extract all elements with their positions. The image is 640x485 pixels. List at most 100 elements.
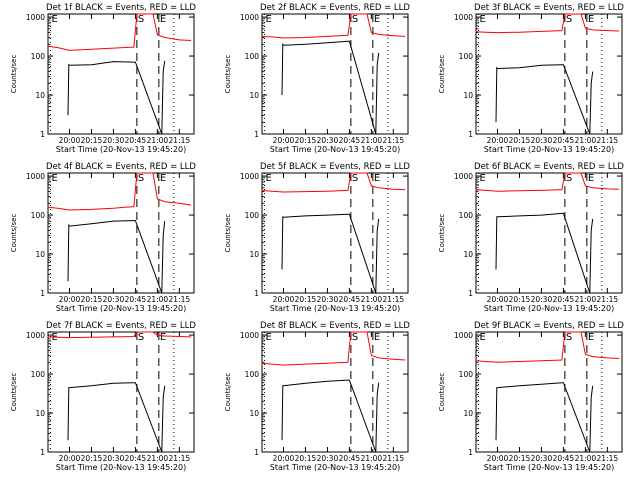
panel-9-y-tick-label-4: 1000 [454, 331, 473, 340]
panel-5-x-axis-label: Start Time (20-Nov-13 19:45:20) [270, 304, 400, 313]
panel-3-plot-frame [475, 13, 623, 135]
panel-8-y-tick-label-1: 1 [254, 448, 259, 457]
panel-2-lld-series-line [261, 13, 406, 39]
panel-5-x-tick-label-6: 21:15 [383, 295, 405, 304]
panel-8-title: Det 8f BLACK = Events, RED = LLD [260, 321, 410, 331]
panel-2-marker-label-2: S [352, 14, 358, 25]
panel-5-x-tick-label-5: 21:00 [361, 295, 383, 304]
panel-3-lld-series-line [475, 13, 620, 34]
panel-3-y-tick-label-3: 100 [459, 52, 474, 61]
panel-8-x-tick-label-6: 21:15 [383, 454, 405, 463]
panel-2-y-axis-label: Counts/sec [224, 55, 232, 94]
panel-8-x-tick-label-5: 21:00 [361, 454, 383, 463]
panel-9-title: Det 9f BLACK = Events, RED = LLD [474, 321, 624, 331]
panel-4-y-tick-label-1: 1 [40, 289, 45, 298]
panel-7-x-tick-label-4: 20:45 [125, 454, 147, 463]
panel-1-y-tick-label-3: 100 [31, 52, 46, 61]
panel-3-x-axis-label: Start Time (20-Nov-13 19:45:20) [484, 145, 614, 154]
panel-6-marker-label-1: E [479, 173, 485, 184]
panel-4-events-series-line [67, 220, 166, 294]
panel-7-lld-series-line [47, 331, 192, 339]
panel-4-lld-series-line [47, 172, 192, 211]
panel-8-x-axis-label: Start Time (20-Nov-13 19:45:20) [270, 463, 400, 472]
panel-9-lld-series-line [475, 331, 620, 363]
panel-8-lld-series-line [261, 331, 406, 366]
panel-6-y-tick-label-2: 10 [463, 250, 473, 259]
panel-7-y-tick-label-3: 100 [31, 370, 46, 379]
panel-5-lld-series-line [261, 172, 406, 193]
panel-5-x-tick-label-1: 20:00 [273, 295, 295, 304]
panel-2-y-tick-label-4: 1000 [240, 13, 259, 22]
panel-7-marker-label-2: S [138, 332, 144, 343]
panel-2-y-tick-label-3: 100 [245, 52, 260, 61]
panel-5-plot-frame [261, 172, 409, 294]
panel-7-events-series-line [67, 382, 166, 453]
panel-3-x-tick-label-5: 21:00 [575, 136, 597, 145]
panel-8-x-tick-label-4: 20:45 [339, 454, 361, 463]
panel-6-plot-frame [475, 172, 623, 294]
panel-8-y-axis-label: Counts/sec [224, 373, 232, 412]
panel-2-plot-frame [261, 13, 409, 135]
panel-2-y-tick-label-2: 10 [249, 91, 259, 100]
panel-4-y-tick-label-2: 10 [35, 250, 45, 259]
panel-4-title: Det 4f BLACK = Events, RED = LLD [46, 162, 196, 172]
panel-2-marker-label-1: E [265, 14, 271, 25]
panel-7-x-tick-label-2: 20:15 [81, 454, 103, 463]
panel-7-plot-frame [47, 331, 195, 453]
panel-2-x-tick-label-6: 21:15 [383, 136, 405, 145]
panel-1-x-tick-label-5: 21:00 [147, 136, 169, 145]
panel-5-x-tick-label-4: 20:45 [339, 295, 361, 304]
panel-8-marker-label-2: S [352, 332, 358, 343]
panel-5-y-axis-label: Counts/sec [224, 214, 232, 253]
panel-3-y-axis-label: Counts/sec [438, 55, 446, 94]
panel-5-y-tick-label-2: 10 [249, 250, 259, 259]
panel-5-title: Det 5f BLACK = Events, RED = LLD [260, 162, 410, 172]
panel-9-plot-frame [475, 331, 623, 453]
panel-2-x-tick-label-2: 20:15 [295, 136, 317, 145]
panel-6-x-tick-label-1: 20:00 [487, 295, 509, 304]
panel-9-y-tick-label-1: 1 [468, 448, 473, 457]
panel-6-y-tick-label-1: 1 [468, 289, 473, 298]
panel-1-x-tick-label-3: 20:30 [103, 136, 125, 145]
panel-6-x-tick-label-4: 20:45 [553, 295, 575, 304]
panel-4-x-tick-label-3: 20:30 [103, 295, 125, 304]
panel-8-y-tick-label-4: 1000 [240, 331, 259, 340]
panel-5-marker-label-3: E [374, 173, 380, 184]
panel-9-x-tick-label-5: 21:00 [575, 454, 597, 463]
panel-7-y-tick-label-2: 10 [35, 409, 45, 418]
panel-5-marker-label-2: S [352, 173, 358, 184]
panel-5-y-tick-label-1: 1 [254, 289, 259, 298]
panel-1-x-tick-label-2: 20:15 [81, 136, 103, 145]
panel-3-y-tick-label-1: 1 [468, 130, 473, 139]
panel-9-y-axis-label: Counts/sec [438, 373, 446, 412]
panel-4-x-tick-label-4: 20:45 [125, 295, 147, 304]
panel-3-x-tick-label-1: 20:00 [487, 136, 509, 145]
panel-7-y-tick-label-1: 1 [40, 448, 45, 457]
panel-8-x-tick-label-3: 20:30 [317, 454, 339, 463]
panel-7-marker-label-3: E [160, 332, 166, 343]
panel-4-x-axis-label: Start Time (20-Nov-13 19:45:20) [56, 304, 186, 313]
panel-6-x-tick-label-5: 21:00 [575, 295, 597, 304]
panel-1-y-axis-label: Counts/sec [10, 55, 18, 94]
panel-5-x-tick-label-2: 20:15 [295, 295, 317, 304]
panel-9-marker-label-1: E [479, 332, 485, 343]
panel-1-plot-frame [47, 13, 195, 135]
panel-6-x-axis-label: Start Time (20-Nov-13 19:45:20) [484, 304, 614, 313]
panel-9-y-tick-label-3: 100 [459, 370, 474, 379]
panel-3-marker-label-3: E [588, 14, 594, 25]
panel-4-x-tick-label-1: 20:00 [59, 295, 81, 304]
panel-1-y-tick-label-1: 1 [40, 130, 45, 139]
panel-8-y-tick-label-3: 100 [245, 370, 260, 379]
panel-3-events-series-line [495, 64, 594, 135]
panel-1-y-tick-label-2: 10 [35, 91, 45, 100]
panel-3-x-tick-label-4: 20:45 [553, 136, 575, 145]
panel-6-y-tick-label-4: 1000 [454, 172, 473, 181]
panel-6-marker-label-2: S [566, 173, 572, 184]
panel-3-x-tick-label-6: 21:15 [597, 136, 619, 145]
panel-6-title: Det 6f BLACK = Events, RED = LLD [474, 162, 624, 172]
panel-3-y-tick-label-4: 1000 [454, 13, 473, 22]
panel-4-marker-label-3: E [160, 173, 166, 184]
panel-3-marker-label-1: E [479, 14, 485, 25]
panel-6-lld-series-line [475, 172, 620, 192]
